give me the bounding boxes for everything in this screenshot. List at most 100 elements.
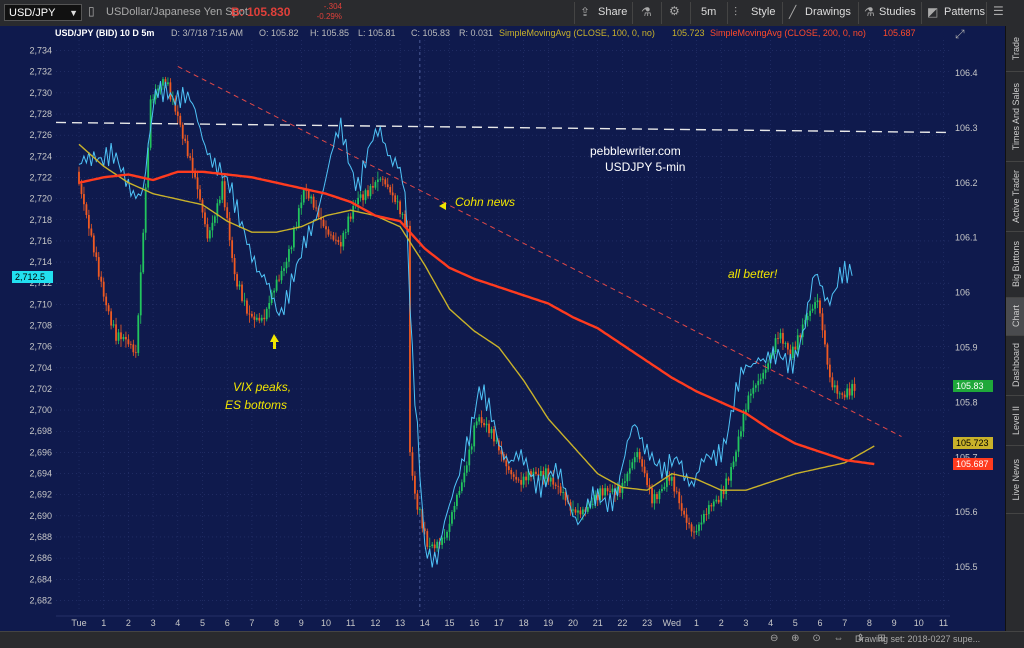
candle-body [275,279,278,291]
left-tick-label: 2,726 [29,130,52,140]
candle-body [465,465,468,473]
style-button[interactable]: Style [751,6,776,18]
rail-tab-big-buttons[interactable]: Big Buttons [1006,232,1024,298]
candle-body [809,310,812,316]
candle-body [376,179,379,183]
candle-body [233,258,236,275]
left-tick-label: 2,690 [29,511,52,521]
rail-tab-trade[interactable]: Trade [1006,26,1024,72]
style-icon: ⫶ [734,5,738,19]
rail-tab-label: Big Buttons [1010,241,1021,288]
candle-body [754,385,757,388]
annotation-es: ES bottoms [225,398,287,412]
menu-icon[interactable]: ☰ [993,4,1004,18]
rail-tab-label: Times And Sales [1010,82,1021,151]
candle-body [167,82,169,85]
rail-tab-times-and-sales[interactable]: Times And Sales [1006,72,1024,162]
candle-body [448,523,451,532]
symbol-selector[interactable]: USD/JPY ▼ [4,4,82,21]
legend-bg [0,26,955,39]
rail-tab-live-news[interactable]: Live News [1006,446,1024,514]
candle-body [784,343,787,344]
time-tick-label: 10 [321,618,331,628]
candle-body [344,232,347,233]
candle-body [246,300,248,314]
candle-body [735,451,737,462]
flask-icon[interactable]: ⚗ [641,5,652,19]
candle-body [367,190,369,197]
candle-body [386,184,389,187]
time-tick-label: 5 [793,618,798,628]
candle-body [404,213,406,226]
left-tick-label: 2,708 [29,321,52,331]
candle-body [821,313,824,331]
gear-icon[interactable]: ⚙ [669,4,680,18]
rail-tab-chart[interactable]: Chart [1006,298,1024,336]
sma200-badge [953,458,993,470]
drawing-set-label[interactable]: Drawing set: 2018-0227 supe... [855,634,981,644]
change-percent: -0.29% [316,12,342,21]
time-tick-label: 16 [469,618,479,628]
expand-icon[interactable]: ⤢ [954,27,965,41]
rail-tab-level-ii[interactable]: Level II [1006,396,1024,446]
annotation-vix: VIX peaks, [233,380,291,394]
legend-sma200-value: 105.687 [883,28,916,38]
patterns-icon: ◩ [927,5,939,19]
candle-body [426,531,429,547]
candle-body [127,339,130,345]
rail-tab-active-trader[interactable]: Active Trader [1006,162,1024,232]
candle-body [636,452,639,458]
candle-body [418,509,421,510]
candle-body [549,477,552,482]
candle-body [562,491,565,493]
candle-body [129,344,132,346]
candle-body [786,343,789,350]
candle-body [120,332,122,340]
time-tick-label: 7 [249,618,254,628]
candle-body [428,545,431,547]
candle-body [406,225,409,227]
rail-tab-label: Live News [1010,458,1021,501]
candle-body [248,313,251,315]
chart-area[interactable]: 2,734 2,732 2,730 2,728 2,726 2,724 2,722 2,720… [0,26,1005,631]
patterns-button[interactable]: Patterns [944,6,985,18]
legend-range: R: 0.031 [459,28,493,38]
candle-body [703,513,705,523]
candle-body [339,242,342,247]
share-button[interactable]: Share [598,6,628,18]
rail-tab-label: Dashboard [1010,343,1021,388]
candle-body [544,468,547,479]
drawings-button[interactable]: Drawings [805,6,851,18]
rail-tab-label: Chart [1010,305,1021,328]
trendline [177,65,902,437]
candle-body [263,317,266,320]
time-tick-label: 3 [151,618,156,628]
candle-body [539,470,542,477]
candle-body [241,284,243,301]
divider [690,2,691,24]
candle-body [357,197,360,205]
candle-body [238,284,241,287]
candle-body [500,450,503,455]
candle-body [322,219,325,227]
bookmark-icon[interactable]: ▯ [88,4,95,18]
candle-body [100,276,103,282]
candle-body [488,423,490,434]
candle-body [211,222,214,231]
candle-body [685,514,688,523]
candle-body [315,207,318,209]
zoom-controls-icon[interactable]: ⊖ ⊕ ⊙ ⇔ ⇕ ⊞ [770,633,891,644]
candle-body [819,300,821,314]
left-tick-label: 2,714 [29,257,52,267]
candle-body [125,336,127,340]
candle-body [310,196,313,199]
price-chart[interactable]: 2,734 2,732 2,730 2,728 2,726 2,724 2,722 2,720… [0,26,1005,631]
timeframe-button[interactable]: 5m [701,6,717,18]
candle-body [300,202,303,209]
rail-tab-dashboard[interactable]: Dashboard [1006,336,1024,396]
candle-body [112,324,115,326]
candle-body [559,486,562,493]
candle-body [209,230,211,239]
candle-body [391,192,394,196]
studies-button[interactable]: Studies [879,6,916,18]
